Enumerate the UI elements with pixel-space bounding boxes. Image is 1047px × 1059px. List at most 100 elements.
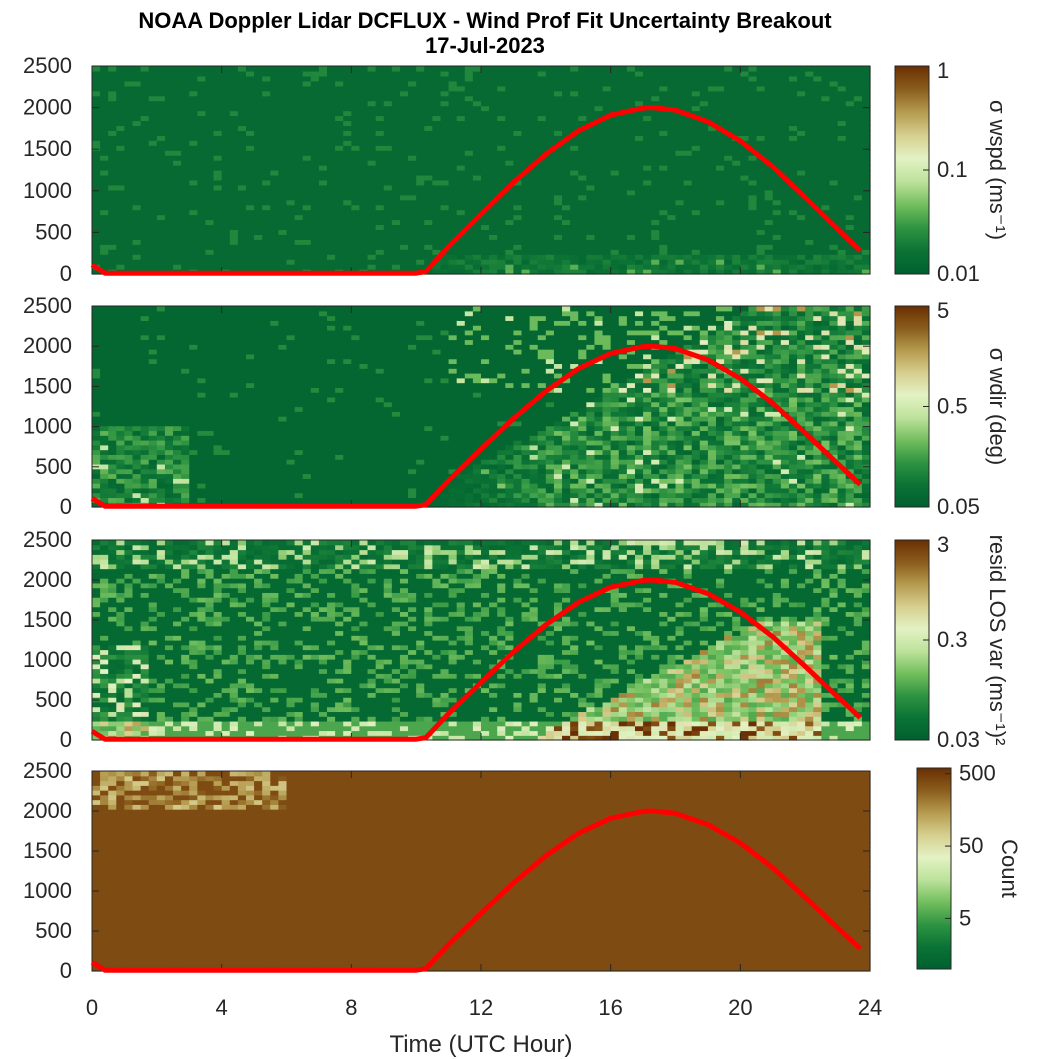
heatmap-cell (254, 401, 263, 408)
heatmap-cell (505, 125, 515, 131)
heatmap-cell (92, 135, 101, 141)
heatmap-cell (197, 184, 207, 191)
heatmap-cell (513, 184, 523, 191)
heatmap-cell (529, 75, 539, 82)
heatmap-cell (327, 204, 336, 211)
heatmap-cell (124, 145, 134, 151)
heatmap-cell (837, 179, 847, 186)
heatmap-cell (748, 219, 758, 226)
heatmap-cell (724, 165, 733, 171)
heatmap-cell (148, 80, 158, 87)
heatmap-cell (100, 90, 109, 97)
heatmap-cell (416, 70, 425, 77)
heatmap-cell (837, 160, 847, 166)
heatmap-cell (237, 184, 247, 191)
heatmap-cell (262, 444, 271, 451)
heatmap-cell (513, 95, 523, 102)
heatmap-cell (594, 239, 604, 245)
heatmap-cell (294, 234, 304, 240)
heatmap-cell (116, 306, 126, 312)
heatmap-cell (399, 120, 409, 127)
heatmap-cell (740, 194, 750, 201)
heatmap-cell (675, 70, 685, 77)
heatmap-cell (116, 75, 126, 82)
heatmap-cell (464, 249, 474, 255)
heatmap-cell (197, 95, 207, 102)
heatmap-cell (691, 70, 701, 77)
heatmap-cell (505, 66, 515, 72)
heatmap-cell (116, 392, 126, 398)
heatmap-cell (156, 344, 166, 350)
heatmap-cell (797, 145, 806, 151)
heatmap-cell (448, 194, 458, 201)
heatmap-cell (861, 174, 871, 181)
heatmap-cell (132, 145, 142, 151)
heatmap-cell (578, 229, 587, 235)
heatmap-cell (367, 259, 377, 265)
heatmap-cell (359, 174, 369, 181)
heatmap-cell (156, 219, 166, 226)
heatmap-cell (853, 229, 863, 235)
heatmap-cell (229, 411, 239, 417)
heatmap-cell (213, 199, 223, 206)
heatmap-cell (140, 463, 150, 470)
heatmap-cell (124, 125, 134, 131)
heatmap-cell (594, 229, 604, 235)
heatmap-cell (643, 110, 652, 117)
heatmap-cell (229, 140, 239, 146)
heatmap-cell (472, 219, 482, 226)
heatmap-cell (375, 80, 385, 87)
heatmap-cell (245, 100, 255, 107)
heatmap-cell (205, 214, 215, 221)
heatmap-cell (529, 130, 539, 136)
heatmap-cell (707, 239, 717, 245)
heatmap-cell (100, 420, 109, 427)
heatmap-cell (213, 254, 223, 260)
heatmap-cell (764, 204, 774, 211)
heatmap-cell (140, 150, 150, 156)
heatmap-cell (732, 234, 741, 240)
heatmap-cell (505, 204, 515, 211)
overlay-line (90, 105, 863, 276)
heatmap-cell (116, 110, 126, 117)
heatmap-cell (318, 100, 328, 107)
heatmap-cell (278, 204, 288, 211)
heatmap-cell (772, 110, 782, 117)
heatmap-cell (254, 440, 263, 446)
heatmap-cell (481, 85, 490, 92)
heatmap-cell (294, 100, 304, 107)
heatmap-cell (100, 329, 109, 336)
heatmap-cell (181, 155, 190, 161)
heatmap-cell (861, 160, 871, 166)
heatmap-cell (805, 224, 814, 231)
heatmap-cell (602, 140, 612, 146)
heatmap-cell (562, 224, 571, 231)
heatmap-cell (610, 160, 620, 166)
heatmap-cell (780, 100, 790, 107)
heatmap-cell (108, 373, 117, 379)
heatmap-cell (861, 85, 871, 92)
heatmap-cell (724, 179, 733, 186)
heatmap-cell (254, 406, 263, 412)
heatmap-cell (148, 105, 158, 112)
heatmap-cell (853, 199, 863, 206)
heatmap-cell (254, 425, 263, 432)
heatmap-cell (675, 199, 685, 206)
heatmap-cell (399, 249, 409, 255)
heatmap-cell (173, 473, 182, 479)
heatmap-cell (237, 70, 247, 77)
heatmap-cell (262, 249, 271, 255)
heatmap-cell (124, 492, 134, 499)
heatmap-cell (788, 244, 798, 250)
heatmap-cell (489, 80, 498, 87)
heatmap-cell (383, 110, 393, 117)
heatmap-cell (651, 90, 660, 97)
heatmap-cell (691, 249, 701, 255)
heatmap-cell (707, 259, 717, 265)
heatmap-cell (132, 483, 142, 489)
heatmap-cell (837, 115, 847, 122)
heatmap-cell (181, 130, 190, 136)
heatmap-cell (229, 184, 239, 191)
heatmap-cell (205, 363, 215, 369)
heatmap-cell (772, 70, 782, 77)
